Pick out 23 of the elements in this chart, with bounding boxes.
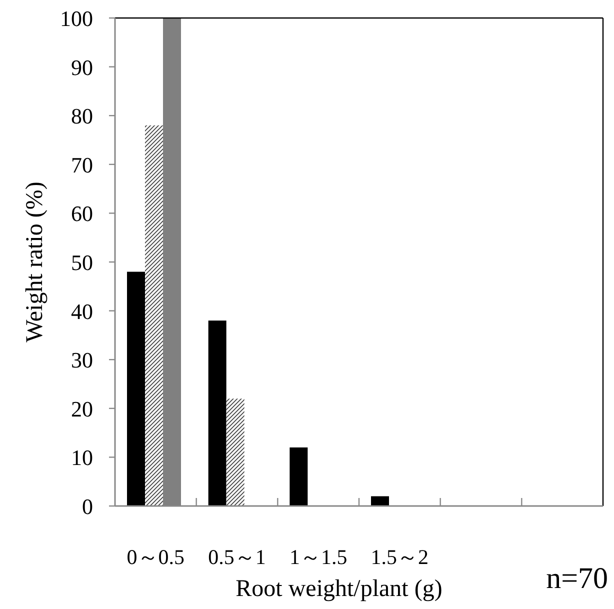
y-tick-label: 50 [71,250,93,275]
x-tick-label: 0～0.5 [126,545,185,569]
y-tick-label: 70 [71,152,93,178]
x-axis-title: Root weight/plant (g) [236,576,442,602]
x-tick-label: 0.5～1 [208,545,266,569]
bar [127,272,145,506]
x-tick-label: 1.5～2 [370,545,429,569]
y-tick-label: 20 [71,396,93,422]
y-tick-label: 60 [71,201,93,226]
text: n=70 [546,562,608,595]
y-tick-label: 0 [82,494,93,519]
x-tick-label: 1～1.5 [289,545,348,569]
y-tick-label: 90 [71,54,93,80]
bar [371,496,389,506]
y-axis-title: Weight ratio (%) [22,182,48,342]
y-tick-label: 80 [71,104,93,129]
y-tick-label: 10 [71,445,93,470]
bar [226,398,244,506]
bar [208,320,226,506]
bar [290,447,308,506]
y-tick-label: 30 [71,348,93,373]
y-tick-label: 100 [60,6,93,31]
y-tick-label: 40 [71,298,93,324]
